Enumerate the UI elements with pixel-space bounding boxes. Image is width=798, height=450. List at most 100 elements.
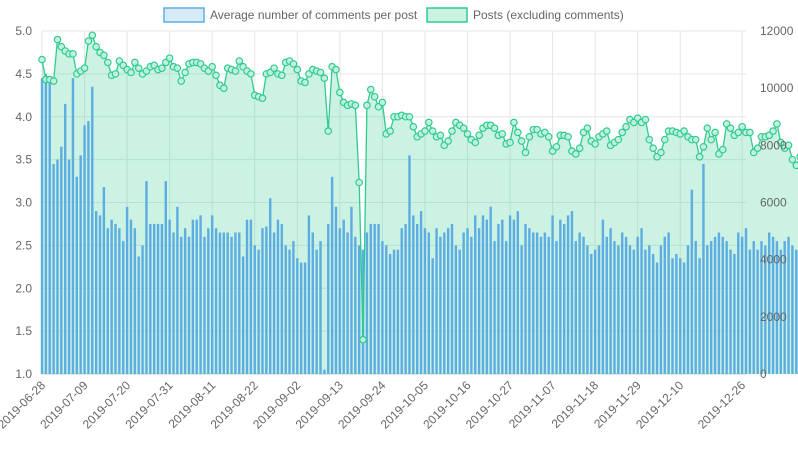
bar[interactable] [392,249,396,374]
bar[interactable] [462,232,465,374]
bar[interactable] [91,86,94,375]
bar[interactable] [272,232,276,374]
posts-point[interactable] [366,85,375,94]
bar[interactable] [203,236,206,374]
bar[interactable] [659,245,663,374]
bar[interactable] [280,223,284,374]
bar[interactable] [357,245,361,374]
bar[interactable] [125,206,129,374]
bar[interactable] [532,232,535,374]
bar[interactable] [663,236,666,374]
posts-point[interactable] [293,65,302,74]
posts-point[interactable] [506,138,514,147]
bar[interactable] [245,219,249,374]
posts-point[interactable] [258,94,267,102]
bar[interactable] [748,249,752,374]
bar[interactable] [303,262,307,374]
bar[interactable] [288,249,291,374]
posts-point[interactable] [513,128,522,137]
bar[interactable] [682,262,686,374]
bar[interactable] [172,232,175,374]
posts-point[interactable] [645,135,654,144]
bar[interactable] [787,236,790,374]
bar[interactable] [508,215,512,374]
posts-point[interactable] [471,138,480,147]
bar[interactable] [284,245,287,374]
bar[interactable] [369,223,372,374]
bar[interactable] [590,253,593,374]
posts-point[interactable] [158,64,166,72]
bar[interactable] [686,245,690,374]
bar[interactable] [137,256,140,374]
legend-item-avg-comments[interactable]: Average number of comments per post [163,7,418,23]
bar[interactable] [671,258,674,374]
bar[interactable] [261,228,264,374]
posts-point[interactable] [498,130,507,138]
posts-point[interactable] [270,64,278,72]
bar[interactable] [617,245,620,374]
bar[interactable] [713,236,717,374]
posts-point[interactable] [490,124,499,132]
posts-point[interactable] [405,112,414,121]
posts-point[interactable] [777,138,785,147]
bar[interactable] [547,236,550,374]
posts-point[interactable] [177,77,186,85]
bar[interactable] [122,241,125,374]
bar[interactable] [218,232,222,374]
bar[interactable] [373,223,376,374]
posts-point[interactable] [773,120,781,128]
bar[interactable] [222,232,226,374]
bar[interactable] [605,236,608,374]
bar[interactable] [102,187,106,374]
bar[interactable] [439,236,442,374]
posts-point[interactable] [301,78,309,87]
posts-point[interactable] [649,144,657,152]
posts-point[interactable] [792,161,798,170]
bar[interactable] [199,215,202,374]
bar[interactable] [40,78,44,374]
bar[interactable] [319,241,322,374]
bar[interactable] [586,245,589,374]
bar[interactable] [601,219,605,374]
posts-point[interactable] [208,62,216,71]
posts-point[interactable] [80,64,89,72]
bar[interactable] [249,219,253,374]
bar[interactable] [238,232,241,374]
bar[interactable] [416,223,419,374]
posts-point[interactable] [572,150,580,158]
bar[interactable] [624,236,628,374]
bar[interactable] [609,228,612,374]
bar[interactable] [141,245,144,374]
bar[interactable] [226,232,229,374]
bar[interactable] [230,236,233,374]
bar[interactable] [454,245,458,374]
bar[interactable] [87,121,90,374]
bar[interactable] [404,223,407,374]
posts-point[interactable] [100,51,108,60]
bar[interactable] [381,241,384,374]
posts-point[interactable] [521,148,530,157]
posts-point[interactable] [583,124,592,132]
bar[interactable] [269,198,272,374]
bar[interactable] [330,176,334,374]
posts-point[interactable] [111,70,120,78]
posts-point[interactable] [769,127,777,135]
bar[interactable] [183,228,187,374]
bar[interactable] [431,258,434,374]
posts-point[interactable] [363,101,371,110]
posts-point[interactable] [92,42,100,51]
bar[interactable] [485,219,489,374]
bar[interactable] [307,215,311,374]
bar[interactable] [334,206,338,374]
bar[interactable] [768,232,771,374]
bar[interactable] [214,228,218,374]
bar[interactable] [234,232,237,374]
bar[interactable] [149,223,152,374]
bar[interactable] [427,232,431,374]
posts-point[interactable] [436,131,445,140]
bar[interactable] [524,223,527,374]
bar[interactable] [648,245,651,374]
bar[interactable] [555,241,558,374]
bar[interactable] [79,155,82,374]
posts-point[interactable] [463,130,472,138]
